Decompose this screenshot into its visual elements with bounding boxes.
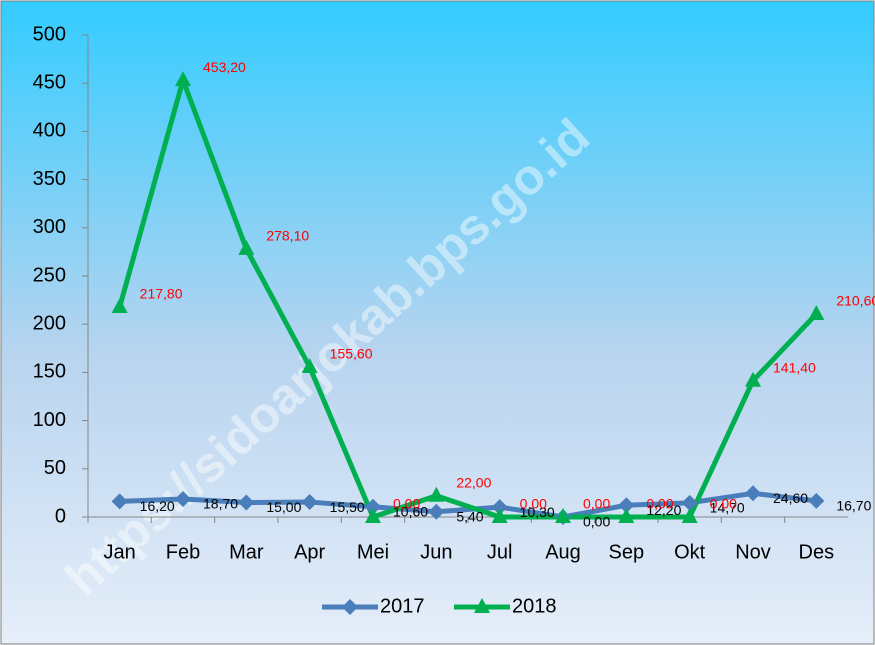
data-label: 12,20 xyxy=(646,502,681,518)
legend-label: 2018 xyxy=(512,595,557,617)
data-label: 15,00 xyxy=(266,499,301,515)
triangle-marker xyxy=(365,508,381,523)
y-tick-label: 450 xyxy=(33,71,66,93)
diamond-marker xyxy=(745,485,761,502)
x-tick-label: Des xyxy=(799,541,835,563)
diamond-marker xyxy=(111,493,128,510)
data-label: 16,70 xyxy=(836,498,871,514)
triangle-marker xyxy=(491,508,508,523)
data-label: 15,50 xyxy=(330,499,365,515)
diamond-marker xyxy=(808,492,825,509)
data-label: 10,60 xyxy=(393,503,428,519)
data-label: 155,60 xyxy=(330,346,373,362)
triangle-marker xyxy=(428,486,445,502)
x-tick-label: Feb xyxy=(166,541,200,563)
x-tick-label: Okt xyxy=(674,541,706,563)
data-label: 141,40 xyxy=(773,359,816,375)
y-tick-label: 150 xyxy=(33,361,66,383)
diamond-marker xyxy=(365,498,381,515)
data-label: 210,60 xyxy=(836,293,875,309)
data-label: 24,60 xyxy=(773,490,808,506)
diamond-marker xyxy=(491,499,508,516)
triangle-marker xyxy=(618,508,635,523)
y-tick-label: 500 xyxy=(33,23,66,45)
triangle-marker xyxy=(238,239,255,255)
data-label: 22,00 xyxy=(456,474,491,490)
diamond-marker xyxy=(238,494,255,511)
legend-label: 2017 xyxy=(380,595,425,617)
data-label: 278,10 xyxy=(266,228,309,244)
triangle-marker xyxy=(175,71,191,87)
data-label: 14,70 xyxy=(710,500,745,516)
y-tick-label: 300 xyxy=(33,216,66,238)
x-tick-label: Jun xyxy=(420,541,452,563)
diamond-marker xyxy=(342,599,358,615)
y-tick-label: 100 xyxy=(33,409,66,431)
data-label: 5,40 xyxy=(456,508,483,524)
x-tick-label: Mar xyxy=(229,541,264,563)
data-label: 0,00 xyxy=(393,496,420,512)
series-line xyxy=(119,490,817,520)
data-label: 0,00 xyxy=(583,496,610,512)
data-label: 0,00 xyxy=(646,496,673,512)
y-tick-label: 400 xyxy=(33,120,66,142)
x-tick-label: Aug xyxy=(545,541,581,563)
diamond-marker xyxy=(428,503,445,520)
data-label: 18,70 xyxy=(203,496,238,512)
triangle-marker xyxy=(808,304,825,320)
y-tick-label: 350 xyxy=(33,168,66,190)
data-label: 217,80 xyxy=(140,286,183,302)
y-tick-label: 50 xyxy=(44,457,66,479)
x-tick-label: Apr xyxy=(294,541,325,563)
diamond-marker xyxy=(301,494,318,511)
triangle-marker xyxy=(681,508,698,523)
diamond-marker xyxy=(175,490,191,507)
data-label: 16,20 xyxy=(140,498,175,514)
triangle-marker xyxy=(474,598,490,613)
triangle-marker xyxy=(111,298,128,314)
data-label: 0,00 xyxy=(710,496,737,512)
x-tick-label: Nov xyxy=(735,541,771,563)
data-label: 453,20 xyxy=(203,59,246,75)
y-tick-label: 250 xyxy=(33,264,66,286)
triangle-marker xyxy=(555,508,571,523)
x-tick-label: Sep xyxy=(609,541,645,563)
data-label: 10,30 xyxy=(520,504,555,520)
y-tick-label: 200 xyxy=(33,312,66,334)
x-tick-label: Mei xyxy=(357,541,389,563)
diamond-marker xyxy=(618,497,635,514)
triangle-marker xyxy=(745,371,761,387)
x-tick-label: Jul xyxy=(487,541,513,563)
y-tick-label: 0 xyxy=(55,505,66,527)
triangle-marker xyxy=(301,358,318,374)
x-tick-label: Jan xyxy=(104,541,136,563)
data-label: 0,00 xyxy=(583,514,610,530)
diamond-marker xyxy=(681,494,698,511)
series-line xyxy=(117,77,819,520)
data-label: 0,00 xyxy=(520,496,547,512)
